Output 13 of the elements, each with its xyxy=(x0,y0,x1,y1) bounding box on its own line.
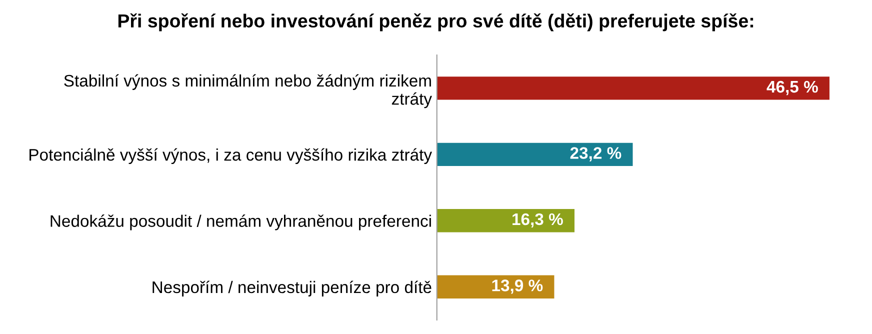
data-label: 46,5 % xyxy=(766,80,818,96)
chart-title: Při spoření nebo investování peněz pro své dítě (děti) preferujete spíše: xyxy=(118,13,754,32)
bar xyxy=(436,142,633,166)
y-tick-label: Stabilní výnos s minimálním nebo žádným rizikem ztráty xyxy=(64,74,432,108)
bar xyxy=(436,275,554,298)
bar xyxy=(436,209,574,232)
data-label: 13,9 % xyxy=(492,280,543,294)
data-label: 16,3 % xyxy=(512,213,563,228)
data-label: 23,2 % xyxy=(570,147,622,162)
y-tick-label: Nespořím / neinvestuji peníze pro dítě xyxy=(152,280,432,296)
bar xyxy=(436,76,830,100)
y-tick-label: Nedokážu posoudit / nemám vyhraněnou preferenci xyxy=(50,214,431,230)
y-tick-label: Potenciálně vyšší výnos, i za cenu vyššího rizika ztráty xyxy=(30,148,432,164)
